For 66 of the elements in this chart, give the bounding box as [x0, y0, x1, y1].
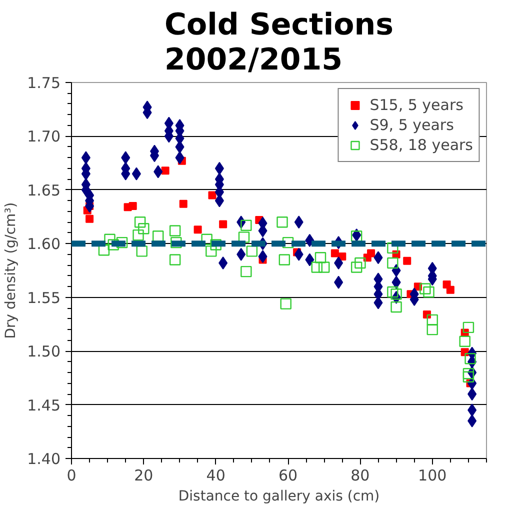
x-axis-title: Distance to gallery axis (cm): [178, 488, 380, 504]
y-tick-label: 1.40: [27, 450, 61, 468]
point: [390, 301, 402, 313]
point: [280, 298, 292, 310]
x-tick-label: 80: [350, 466, 370, 484]
y-tick-label: 1.65: [27, 181, 61, 200]
y-tick-label: 1.75: [27, 74, 61, 92]
y-tick-label: 1.70: [27, 128, 61, 146]
x-tick-label: 60: [278, 466, 298, 484]
legend-label: S15, 5 years: [370, 96, 464, 114]
point: [462, 322, 474, 334]
x-tick-label: 40: [206, 466, 226, 484]
point: [219, 220, 228, 228]
point: [240, 220, 252, 231]
point: [194, 226, 202, 234]
point: [387, 257, 398, 269]
point: [208, 191, 216, 200]
point: [314, 252, 326, 264]
point: [403, 256, 412, 265]
point: [462, 371, 474, 382]
point: [350, 262, 362, 273]
point: [390, 288, 402, 300]
point: [446, 286, 454, 294]
y-tick-label: 1.60: [27, 235, 61, 254]
point: [138, 223, 150, 234]
point: [420, 283, 431, 294]
point: [179, 200, 188, 208]
y-axis-title: Dry density (g/cm³): [3, 202, 20, 339]
point: [170, 236, 182, 248]
point: [462, 368, 474, 380]
point: [464, 352, 476, 364]
y-tick-label: 1.45: [27, 396, 61, 414]
x-tick-label: 0: [66, 466, 76, 484]
point: [311, 262, 322, 273]
point: [240, 266, 252, 278]
point: [367, 249, 376, 258]
point: [169, 254, 181, 266]
point: [210, 239, 222, 250]
point: [132, 229, 144, 241]
point: [128, 202, 137, 210]
point: [206, 246, 217, 257]
y-tick-label: 1.50: [27, 342, 61, 361]
legend-label: S58, 18 years: [370, 136, 473, 154]
point: [330, 249, 339, 258]
point: [108, 239, 119, 250]
point: [278, 254, 290, 266]
point: [318, 262, 330, 273]
point: [426, 324, 438, 336]
point: [134, 216, 146, 228]
point: [423, 286, 434, 298]
point: [86, 214, 94, 223]
point: [246, 246, 258, 257]
point: [459, 336, 470, 348]
point: [426, 314, 438, 326]
point: [161, 166, 170, 175]
point: [276, 216, 288, 228]
y-tick-label: 1.55: [27, 288, 61, 307]
chart-title: Cold Sections 2002/2015: [164, 8, 394, 78]
x-tick-label: 100: [418, 466, 447, 484]
legend-label: S9, 5 years: [370, 116, 454, 134]
point: [98, 244, 110, 256]
x-tick-label: 20: [134, 466, 154, 484]
point: [169, 225, 181, 236]
point: [354, 257, 366, 269]
point: [387, 286, 398, 298]
point: [136, 246, 148, 257]
